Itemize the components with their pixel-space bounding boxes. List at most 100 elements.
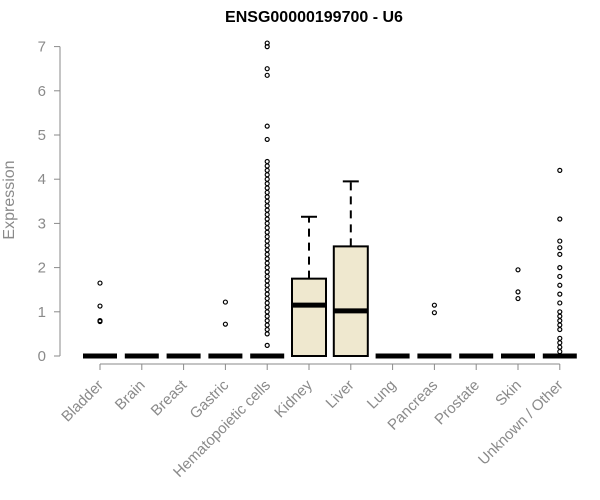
outlier-point — [264, 66, 270, 72]
outlier-point — [222, 299, 228, 305]
outlier-point — [264, 225, 270, 231]
outlier-point — [264, 265, 270, 271]
box-group — [291, 215, 327, 357]
x-tick-label: Breast — [148, 376, 191, 419]
outlier-point — [557, 348, 563, 355]
outlier-point — [264, 273, 270, 280]
x-tick-label: Kidney — [271, 376, 316, 421]
outlier-point — [264, 256, 270, 262]
outlier-point — [264, 40, 270, 46]
outlier-point — [557, 300, 563, 306]
y-tick-label: 2 — [38, 260, 46, 277]
outlier-point — [264, 247, 270, 253]
outlier-point — [264, 238, 270, 244]
outlier-point — [431, 302, 437, 308]
outlier-point — [264, 136, 270, 143]
y-axis: 0 1 2 3 4 5 6 7 — [38, 39, 61, 365]
outlier-point — [264, 194, 270, 200]
box-body — [291, 277, 327, 357]
y-tick-label: 7 — [38, 39, 46, 56]
outlier-point — [264, 313, 270, 319]
outlier-point — [264, 198, 270, 204]
outlier-point — [515, 267, 521, 273]
y-axis-label: Expression — [1, 160, 18, 239]
outlier-point — [264, 203, 270, 209]
outlier-point — [557, 313, 563, 319]
outlier-point — [557, 326, 563, 333]
box-group — [250, 40, 285, 359]
outlier-point — [222, 321, 228, 327]
box-group — [332, 180, 369, 357]
box-body — [332, 245, 369, 357]
y-tick-label: 6 — [38, 83, 46, 100]
box-group — [417, 302, 452, 359]
x-tick-label: Skin — [492, 377, 525, 410]
outlier-point — [264, 234, 270, 240]
outlier-point — [264, 189, 270, 196]
x-tick-label: Bladder — [58, 377, 107, 426]
outlier-point — [557, 238, 563, 244]
outlier-point — [264, 291, 270, 297]
box-group — [542, 167, 577, 359]
outlier-point — [264, 304, 270, 310]
outlier-point — [557, 291, 563, 297]
outlier-point — [264, 242, 270, 249]
outlier-point — [97, 318, 103, 324]
outlier-point — [264, 300, 270, 306]
x-tick-label: Brain — [112, 377, 149, 414]
outlier-point — [264, 251, 270, 257]
outlier-point — [264, 207, 270, 213]
x-tick-label: Lung — [364, 377, 400, 413]
outlier-point — [515, 289, 521, 295]
outlier-point — [557, 216, 563, 222]
outlier-point — [264, 72, 270, 78]
y-tick-label: 0 — [38, 348, 46, 365]
outlier-point — [264, 163, 270, 169]
outlier-point — [264, 282, 270, 288]
outlier-point — [264, 322, 270, 328]
outlier-point — [557, 318, 563, 324]
outlier-point — [557, 251, 563, 257]
outlier-point — [557, 322, 563, 328]
outlier-point — [264, 318, 270, 324]
outlier-point — [264, 309, 270, 315]
y-tick-label: 1 — [38, 304, 46, 321]
outlier-point — [515, 295, 521, 302]
outlier-point — [557, 309, 563, 315]
outlier-point — [557, 282, 563, 288]
outlier-point — [557, 167, 563, 173]
outlier-point — [264, 278, 270, 284]
outlier-point — [557, 245, 563, 251]
outlier-point — [557, 335, 563, 341]
y-tick-label: 3 — [38, 215, 46, 232]
outlier-point — [264, 229, 270, 235]
outlier-point — [264, 287, 270, 293]
outlier-point — [264, 295, 270, 302]
outlier-point — [264, 181, 270, 187]
outlier-point — [97, 280, 103, 286]
box-group — [208, 299, 243, 359]
outlier-point — [97, 303, 103, 309]
outlier-point — [264, 167, 270, 173]
outlier-point — [264, 158, 270, 165]
outlier-point — [431, 310, 437, 316]
x-tick-label: Prostate — [431, 377, 483, 429]
chart-title: ENSG00000199700 - U6 — [225, 9, 403, 26]
outlier-point — [557, 340, 563, 346]
outlier-point — [264, 185, 270, 191]
outlier-point — [264, 220, 270, 226]
y-tick-label: 4 — [38, 171, 46, 188]
plot-area — [83, 40, 577, 359]
outlier-point — [557, 344, 563, 350]
outlier-point — [264, 176, 270, 182]
outlier-point — [264, 216, 270, 222]
outlier-point — [264, 331, 270, 337]
outlier-point — [264, 342, 270, 348]
box-group — [83, 280, 117, 359]
outlier-point — [557, 273, 563, 280]
outlier-point — [264, 326, 270, 333]
outlier-point — [264, 211, 270, 218]
outlier-point — [557, 265, 563, 271]
outlier-point — [264, 172, 270, 178]
